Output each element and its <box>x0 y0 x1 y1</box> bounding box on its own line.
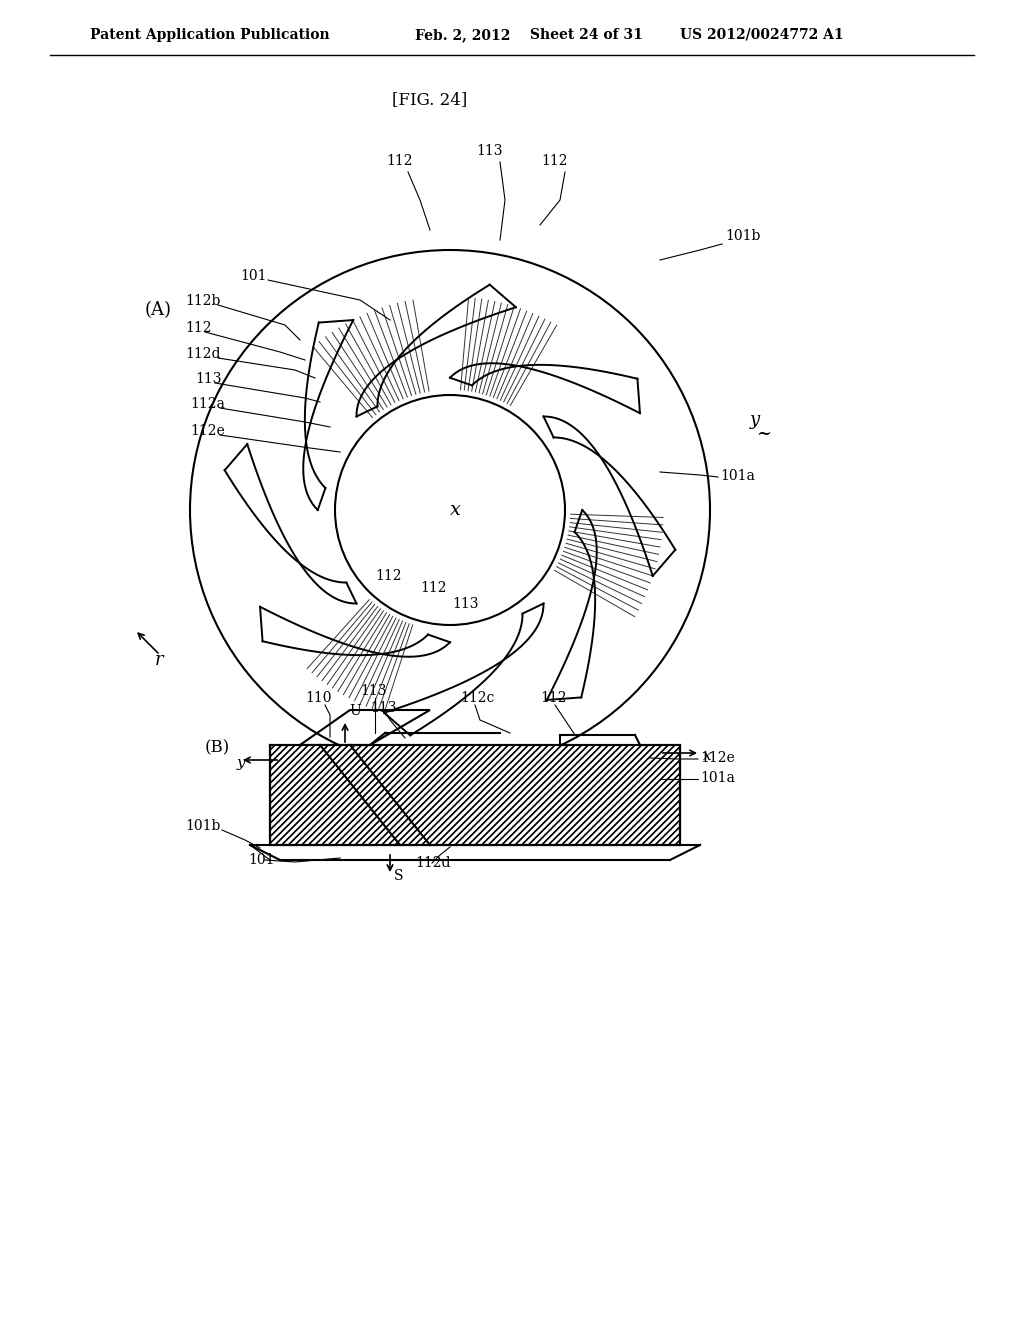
Text: Patent Application Publication: Patent Application Publication <box>90 28 330 42</box>
Text: US 2012/0024772 A1: US 2012/0024772 A1 <box>680 28 844 42</box>
Text: 112: 112 <box>420 581 446 595</box>
Text: (A): (A) <box>145 301 172 319</box>
Text: 101: 101 <box>240 269 266 282</box>
Bar <box>270 744 680 845</box>
Text: 113: 113 <box>370 701 396 715</box>
Text: (B): (B) <box>205 739 230 756</box>
Text: x: x <box>703 748 712 763</box>
Text: Sheet 24 of 31: Sheet 24 of 31 <box>530 28 643 42</box>
Text: 112a: 112a <box>190 397 225 411</box>
Text: r: r <box>155 651 164 669</box>
Text: 112d: 112d <box>185 347 220 360</box>
Text: 112: 112 <box>542 154 568 168</box>
Text: 110: 110 <box>305 690 332 705</box>
Text: ~: ~ <box>756 425 771 444</box>
Text: y: y <box>750 411 760 429</box>
Text: x: x <box>450 502 461 519</box>
Text: 113: 113 <box>195 372 221 385</box>
Text: 112d: 112d <box>415 855 451 870</box>
Bar <box>270 744 680 845</box>
Text: 101: 101 <box>248 853 274 867</box>
Text: 112: 112 <box>185 321 212 335</box>
Text: 113: 113 <box>477 144 503 158</box>
Text: 112: 112 <box>540 690 566 705</box>
Text: 113: 113 <box>452 597 478 611</box>
Text: Feb. 2, 2012: Feb. 2, 2012 <box>415 28 510 42</box>
Text: 112e: 112e <box>190 424 224 438</box>
Text: 101a: 101a <box>720 469 755 483</box>
Text: 113: 113 <box>360 684 386 698</box>
Text: 112e: 112e <box>700 751 735 766</box>
Text: 112: 112 <box>387 154 414 168</box>
Text: 101b: 101b <box>725 228 761 243</box>
Text: S: S <box>394 869 403 883</box>
Circle shape <box>335 395 565 624</box>
Text: 101b: 101b <box>185 818 220 833</box>
Text: 112c: 112c <box>460 690 495 705</box>
Text: 112b: 112b <box>185 294 220 308</box>
Text: [FIG. 24]: [FIG. 24] <box>392 91 468 108</box>
Text: U: U <box>349 704 360 718</box>
Text: 101a: 101a <box>700 771 735 785</box>
Text: y: y <box>237 756 246 770</box>
Text: 112: 112 <box>375 569 401 583</box>
